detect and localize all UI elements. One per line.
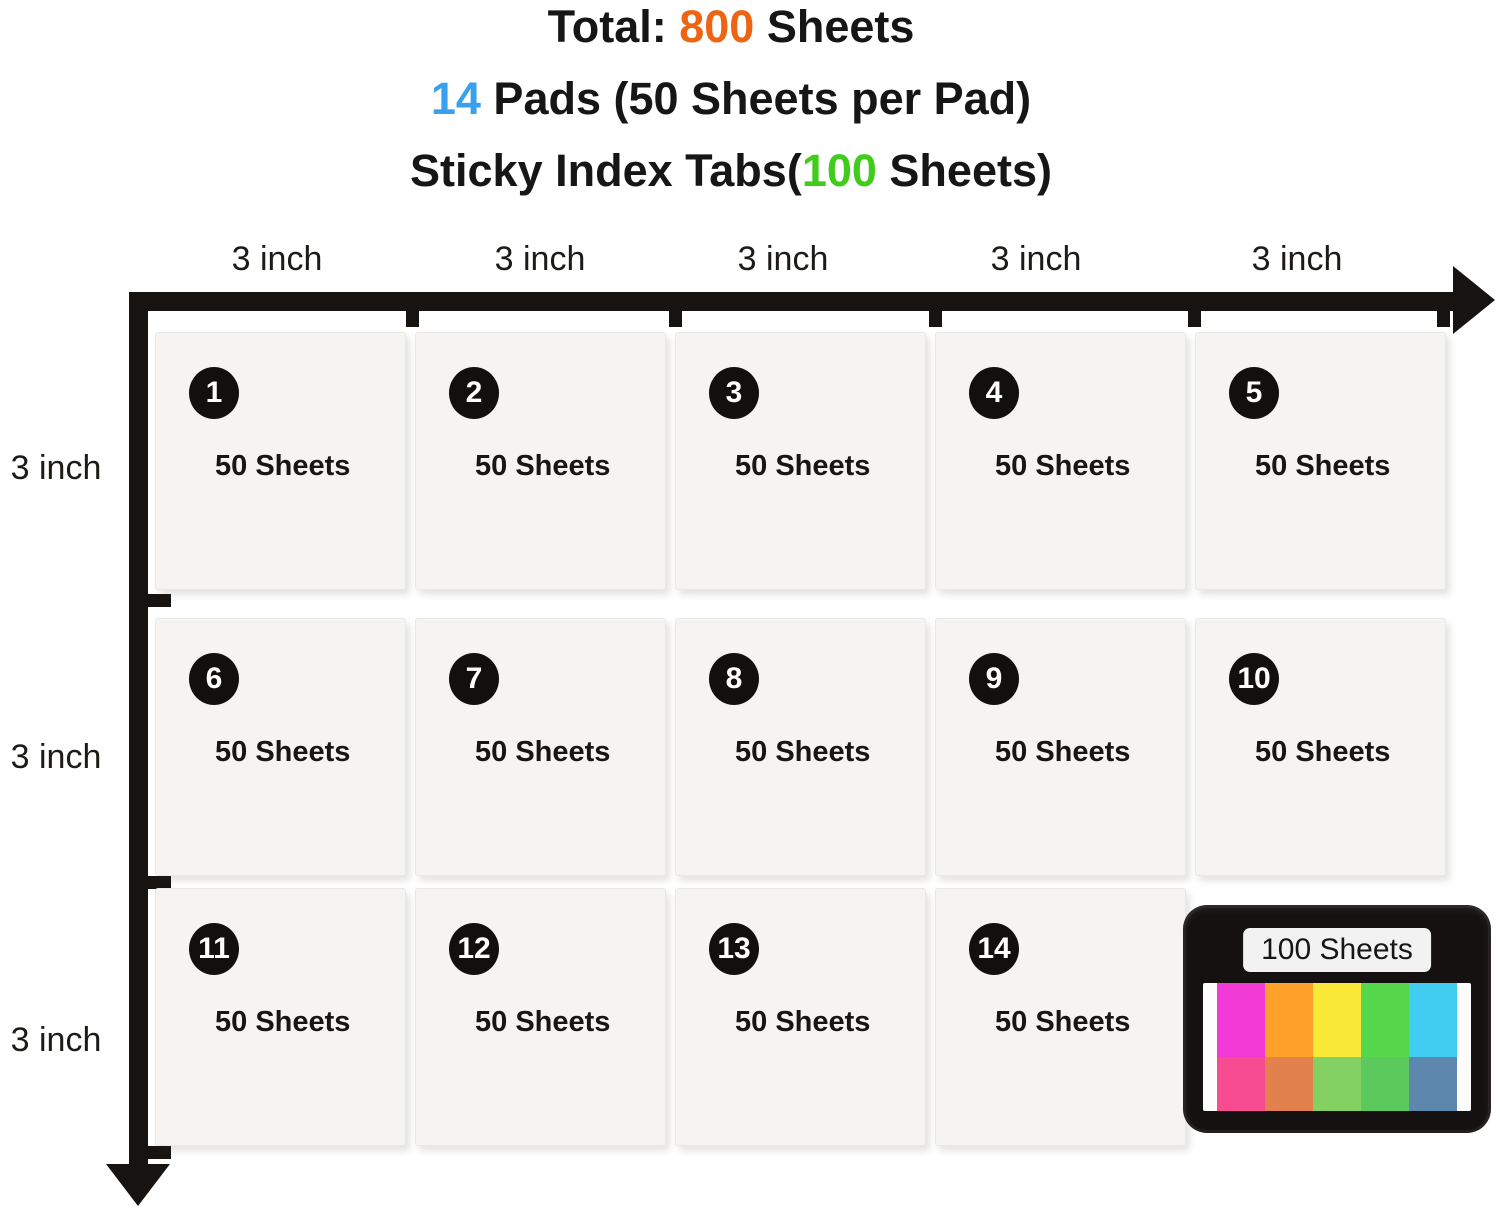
y-dimension-label: 3 inch bbox=[10, 1021, 102, 1059]
sticky-pad-7: 7 50 Sheets bbox=[415, 618, 666, 876]
index-tab bbox=[1265, 1057, 1313, 1111]
pad-sheets-label: 50 Sheets bbox=[215, 450, 351, 482]
y-axis-arrow-icon bbox=[106, 1164, 170, 1206]
title-pads-suffix: Pads (50 Sheets per Pad) bbox=[480, 73, 1032, 124]
index-tab bbox=[1361, 983, 1409, 1058]
y-axis-tick bbox=[129, 876, 171, 889]
index-tab bbox=[1217, 1057, 1265, 1111]
x-axis-line bbox=[129, 292, 1455, 311]
pad-sheets-label: 50 Sheets bbox=[995, 450, 1131, 482]
title-total-prefix: Total: bbox=[547, 1, 680, 52]
title-total-count: 800 bbox=[679, 1, 755, 52]
pad-number-badge: 14 bbox=[969, 923, 1019, 975]
pad-sheets-label: 50 Sheets bbox=[1255, 736, 1391, 768]
sticky-pad-14: 14 50 Sheets bbox=[935, 888, 1186, 1146]
pad-sheets-label: 50 Sheets bbox=[1255, 450, 1391, 482]
title-block: Total: 800 Sheets 14 Pads (50 Sheets per… bbox=[0, 0, 1462, 207]
x-axis-tick bbox=[1188, 297, 1201, 327]
title-tabs-suffix: Sheets) bbox=[876, 145, 1052, 196]
sticky-pad-3: 3 50 Sheets bbox=[675, 332, 926, 590]
title-line-pads: 14 Pads (50 Sheets per Pad) bbox=[0, 63, 1462, 135]
sticky-pad-10: 10 50 Sheets bbox=[1195, 618, 1446, 876]
pad-number-badge: 6 bbox=[189, 653, 239, 705]
sticky-pad-6: 6 50 Sheets bbox=[155, 618, 406, 876]
sticky-pad-2: 2 50 Sheets bbox=[415, 332, 666, 590]
pad-sheets-label: 50 Sheets bbox=[995, 1006, 1131, 1038]
y-axis-tick bbox=[129, 594, 171, 607]
pad-sheets-label: 50 Sheets bbox=[475, 736, 611, 768]
sticky-pad-8: 8 50 Sheets bbox=[675, 618, 926, 876]
pad-number-badge: 5 bbox=[1229, 367, 1279, 419]
tab-bottom-row bbox=[1217, 1057, 1457, 1111]
pad-number-badge: 10 bbox=[1229, 653, 1279, 705]
pad-number-badge: 1 bbox=[189, 367, 239, 419]
pad-sheets-label: 50 Sheets bbox=[475, 1006, 611, 1038]
pad-sheets-label: 50 Sheets bbox=[735, 450, 871, 482]
index-tab bbox=[1313, 1057, 1361, 1111]
x-dimension-label: 3 inch bbox=[990, 240, 1082, 278]
index-tab bbox=[1409, 1057, 1457, 1111]
x-dimension-label: 3 inch bbox=[494, 240, 586, 278]
sticky-pad-1: 1 50 Sheets bbox=[155, 332, 406, 590]
sticky-pad-12: 12 50 Sheets bbox=[415, 888, 666, 1146]
index-tabs-window bbox=[1203, 983, 1471, 1111]
pad-number-badge: 9 bbox=[969, 653, 1019, 705]
title-tabs-prefix: Sticky Index Tabs( bbox=[410, 145, 802, 196]
pad-sheets-label: 50 Sheets bbox=[735, 1006, 871, 1038]
x-dimension-label: 3 inch bbox=[737, 240, 829, 278]
x-axis-arrow-icon bbox=[1453, 266, 1495, 334]
pad-number-badge: 13 bbox=[709, 923, 759, 975]
sticky-pad-13: 13 50 Sheets bbox=[675, 888, 926, 1146]
index-tab bbox=[1217, 983, 1265, 1058]
y-dimension-label: 3 inch bbox=[10, 738, 102, 776]
index-tab bbox=[1361, 1057, 1409, 1111]
x-dimension-label: 3 inch bbox=[1251, 240, 1343, 278]
y-dimension-label: 3 inch bbox=[10, 449, 102, 487]
index-tab bbox=[1313, 983, 1361, 1058]
pad-sheets-label: 50 Sheets bbox=[215, 1006, 351, 1038]
pad-sheets-label: 50 Sheets bbox=[475, 450, 611, 482]
sticky-pad-4: 4 50 Sheets bbox=[935, 332, 1186, 590]
title-total-suffix: Sheets bbox=[754, 1, 915, 52]
title-pads-count: 14 bbox=[430, 73, 481, 124]
title-tabs-count: 100 bbox=[801, 145, 877, 196]
pad-number-badge: 11 bbox=[189, 923, 239, 975]
pad-sheets-label: 50 Sheets bbox=[995, 736, 1131, 768]
index-tabs-count-label: 100 Sheets bbox=[1243, 928, 1431, 972]
pad-number-badge: 4 bbox=[969, 367, 1019, 419]
x-axis-tick bbox=[669, 297, 682, 327]
y-axis-line bbox=[129, 292, 148, 1168]
sticky-pad-5: 5 50 Sheets bbox=[1195, 332, 1446, 590]
index-tabs-case: 100 Sheets bbox=[1183, 905, 1491, 1133]
pad-number-badge: 2 bbox=[449, 367, 499, 419]
x-axis-tick bbox=[1437, 297, 1450, 327]
index-tab bbox=[1265, 983, 1313, 1058]
y-axis-tick bbox=[129, 1146, 171, 1159]
title-line-total: Total: 800 Sheets bbox=[0, 0, 1462, 63]
title-line-tabs: Sticky Index Tabs(100 Sheets) bbox=[0, 135, 1462, 207]
sticky-pad-9: 9 50 Sheets bbox=[935, 618, 1186, 876]
x-axis-tick bbox=[929, 297, 942, 327]
x-dimension-label: 3 inch bbox=[231, 240, 323, 278]
pad-sheets-label: 50 Sheets bbox=[735, 736, 871, 768]
tab-top-row bbox=[1217, 983, 1457, 1058]
index-tab bbox=[1409, 983, 1457, 1058]
pad-sheets-label: 50 Sheets bbox=[215, 736, 351, 768]
pad-number-badge: 3 bbox=[709, 367, 759, 419]
sticky-pad-11: 11 50 Sheets bbox=[155, 888, 406, 1146]
pad-number-badge: 7 bbox=[449, 653, 499, 705]
pad-number-badge: 8 bbox=[709, 653, 759, 705]
tabs-strip bbox=[1217, 983, 1457, 1111]
x-axis-tick bbox=[406, 297, 419, 327]
pad-number-badge: 12 bbox=[449, 923, 499, 975]
